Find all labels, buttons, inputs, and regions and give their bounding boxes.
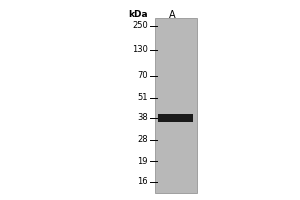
Text: 51: 51 <box>137 94 148 102</box>
Bar <box>155 18 197 193</box>
Text: A: A <box>169 10 175 20</box>
Text: 38: 38 <box>137 114 148 122</box>
Text: 250: 250 <box>132 21 148 30</box>
Bar <box>158 114 193 122</box>
Text: kDa: kDa <box>128 10 148 19</box>
Text: 130: 130 <box>132 46 148 54</box>
Text: 16: 16 <box>137 178 148 186</box>
Text: 28: 28 <box>137 136 148 144</box>
Text: 19: 19 <box>137 156 148 166</box>
Text: 70: 70 <box>137 72 148 80</box>
